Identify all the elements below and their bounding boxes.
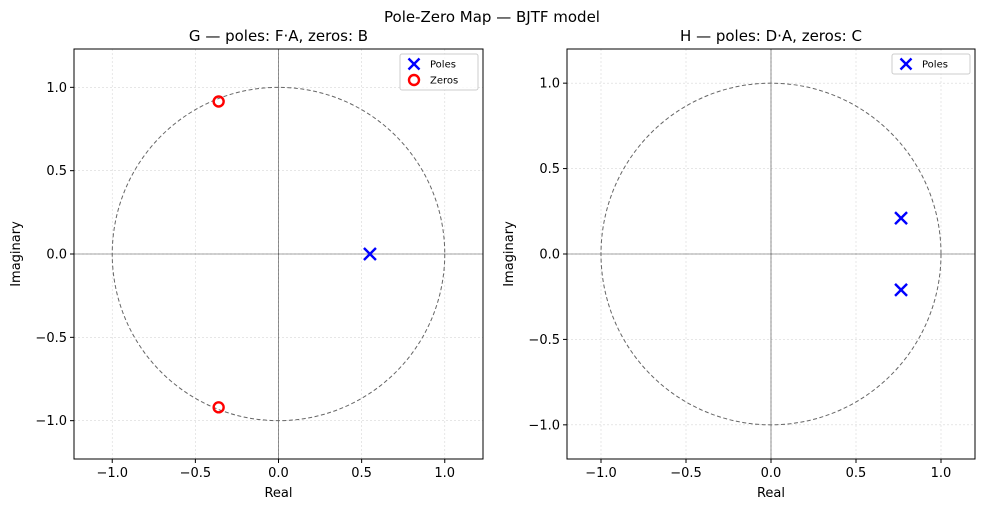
pole-zero-panel-1: −1.0 −0.5 0.0 0.5 1.0 −1.0 −0.5 0.0 0.5 1.0 Real Im…	[502, 27, 976, 501]
unit-circle	[111, 86, 446, 422]
zero-marker	[212, 95, 225, 108]
x-tick-label: 0.5	[351, 466, 372, 481]
y-tick-label: 0.5	[46, 164, 67, 179]
y-tick-label: −0.5	[528, 333, 560, 348]
legend-zero-icon	[407, 73, 421, 87]
legend: Poles	[891, 53, 971, 75]
unit-circle	[600, 82, 942, 426]
y-axis-label: Imaginary	[9, 221, 24, 287]
y-tick-label: 0.5	[539, 162, 560, 177]
pole-marker	[894, 283, 908, 297]
figure-suptitle: Pole-Zero Map — BJTF model	[384, 8, 600, 26]
x-tick-label: −1.0	[96, 466, 128, 481]
pole-marker	[894, 211, 908, 225]
x-tick-label: 1.0	[434, 466, 455, 481]
zero-marker	[212, 401, 225, 414]
panel-title: G — poles: F·A, zeros: B	[189, 27, 368, 45]
pole-marker	[363, 247, 377, 261]
x-tick-label: −0.5	[670, 466, 702, 481]
x-tick-label: −1.0	[585, 466, 617, 481]
legend: Poles Zeros	[399, 53, 479, 91]
legend-label: Poles	[922, 60, 948, 71]
x-axis-label: Real	[264, 486, 292, 501]
x-tick-label: −0.5	[180, 466, 212, 481]
y-tick-label: 0.0	[46, 248, 67, 263]
x-tick-label: 1.0	[931, 466, 952, 481]
legend-pole-icon	[899, 57, 913, 71]
y-tick-label: 0.0	[539, 248, 560, 263]
y-axis-label: Imaginary	[502, 221, 517, 287]
y-tick-label: 1.0	[46, 81, 67, 96]
x-tick-label: 0.0	[268, 466, 289, 481]
legend-label: Poles	[430, 60, 456, 71]
x-axis-label: Real	[757, 486, 785, 501]
y-tick-label: 1.0	[539, 77, 560, 92]
legend-label: Zeros	[430, 76, 458, 87]
x-tick-label: 0.0	[761, 466, 782, 481]
x-tick-label: 0.5	[846, 466, 867, 481]
legend-pole-icon	[407, 57, 421, 71]
y-tick-label: −0.5	[35, 331, 67, 346]
y-tick-label: −1.0	[528, 418, 560, 433]
y-tick-label: −1.0	[35, 414, 67, 429]
pole-zero-panel-0: −1.0 −0.5 0.0 0.5 1.0 −1.0 −0.5 0.0 0.5 1.0 Real Im…	[9, 27, 484, 501]
panel-title: H — poles: D·A, zeros: C	[680, 27, 862, 45]
